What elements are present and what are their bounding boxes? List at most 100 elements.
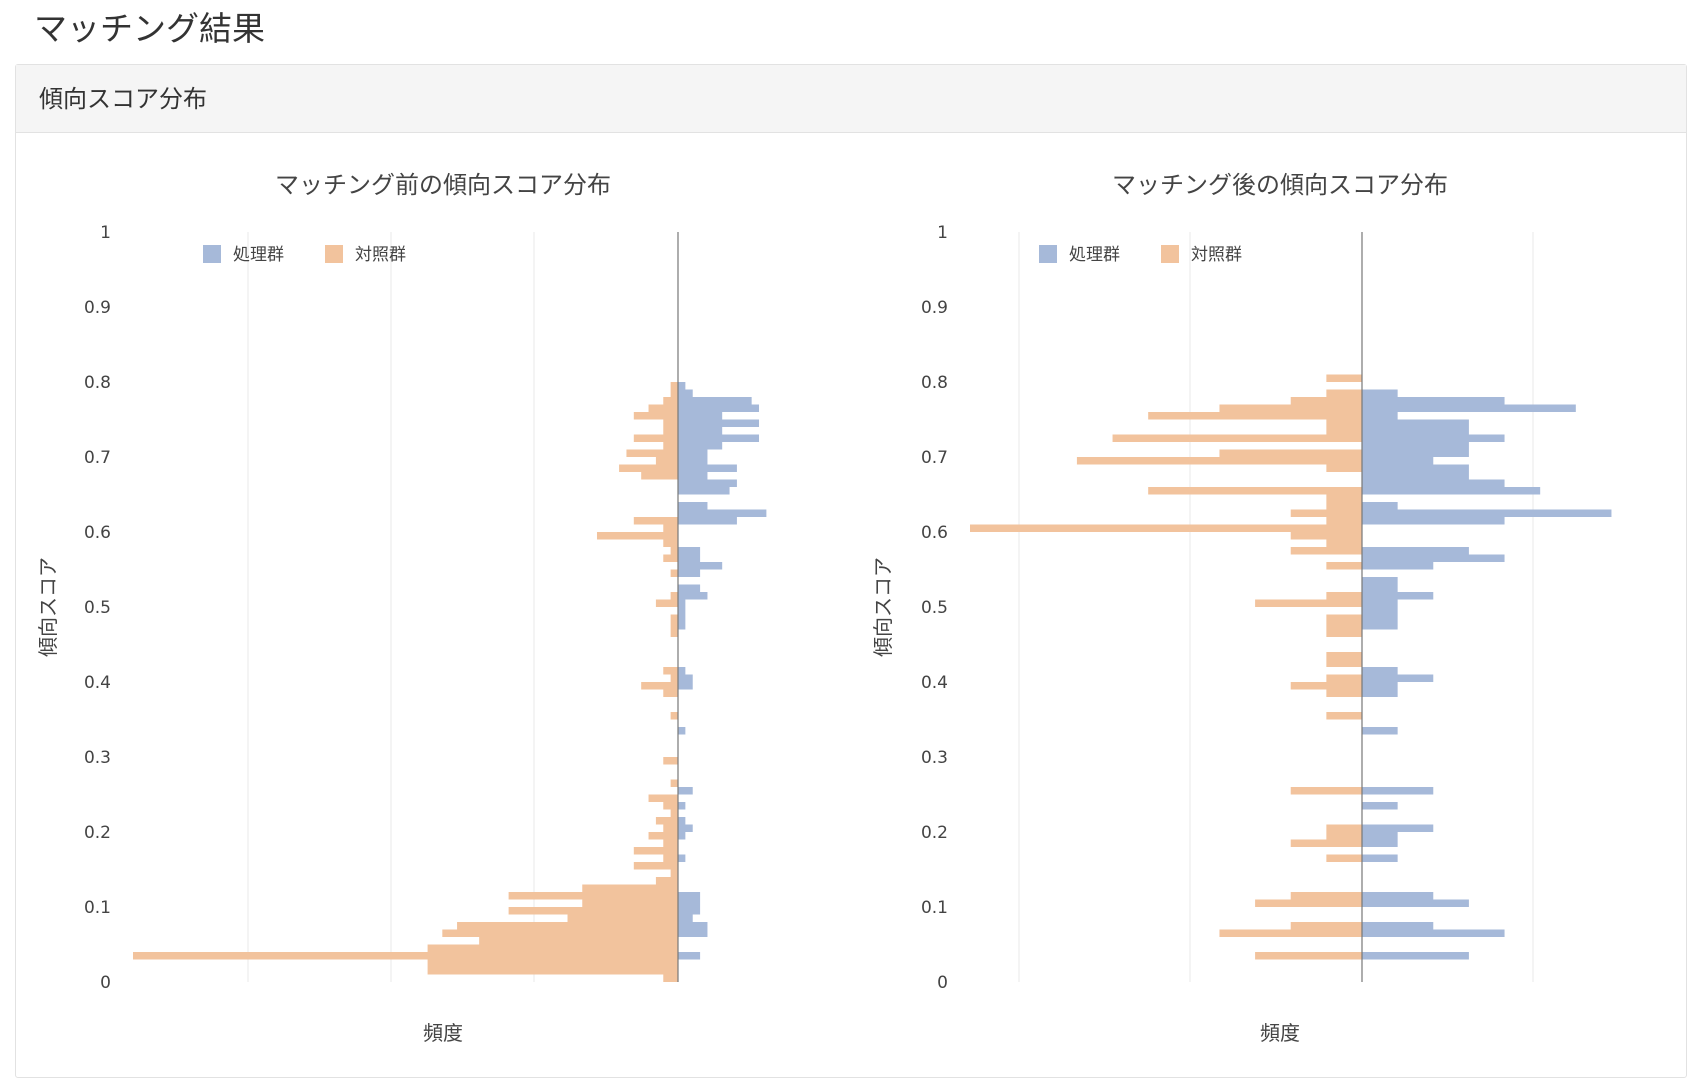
control-bar [1326, 517, 1362, 525]
treated-bar [1362, 607, 1398, 615]
control-bar [663, 839, 678, 847]
treated-bar [678, 607, 686, 615]
control-bar [663, 419, 678, 427]
control-bar [670, 547, 678, 555]
control-bar [633, 517, 678, 525]
control-bar [1326, 427, 1362, 435]
control-bar [663, 824, 678, 832]
control-bar [1219, 404, 1362, 412]
control-bar [641, 472, 678, 480]
y-tick-label: 0.8 [921, 373, 948, 393]
treated-bar [678, 622, 686, 630]
treated-bar [678, 727, 686, 735]
control-bar [1290, 547, 1362, 555]
treated-bar [678, 892, 701, 900]
control-bar [1326, 629, 1362, 637]
treated-bar [678, 554, 701, 562]
treated-bar [678, 899, 701, 907]
control-bar [670, 614, 678, 622]
treated-bar [678, 569, 701, 577]
treated-bar [1362, 502, 1398, 510]
control-bar [1148, 487, 1362, 495]
control-bar [479, 937, 678, 945]
treated-bar [1362, 517, 1505, 525]
treated-bar [1362, 547, 1469, 555]
y-tick-label: 0.7 [84, 448, 111, 468]
treated-bar [678, 824, 693, 832]
legend-label: 対照群 [1191, 245, 1242, 265]
y-tick-label: 1 [100, 223, 111, 243]
control-bar [427, 959, 678, 967]
legend-label: 処理群 [233, 245, 284, 265]
treated-bar [678, 802, 686, 810]
control-bar [1326, 832, 1362, 840]
treated-bar [678, 509, 767, 517]
control-bar [670, 382, 678, 390]
control-bar [663, 397, 678, 405]
y-tick-label: 0.4 [921, 673, 948, 693]
treated-bar [1362, 397, 1505, 405]
control-bar [670, 869, 678, 877]
legend-swatch-treated [203, 245, 221, 263]
control-bar [427, 944, 678, 952]
treated-bar [1362, 824, 1434, 832]
treated-bar [1362, 577, 1398, 585]
treated-bar [1362, 832, 1398, 840]
control-bar [663, 689, 678, 697]
treated-bar [1362, 614, 1398, 622]
treated-bar [1362, 427, 1469, 435]
chart-1: 0 0.1 0.2 0.3 0.4 0.5 0.6 0.7 0.8 0.9 1 マッチング前の傾向スコ… [36, 171, 767, 1045]
control-bar [1326, 502, 1362, 510]
control-bar [1112, 434, 1362, 442]
control-bar [633, 434, 678, 442]
panel-header: 傾向スコア分布 [16, 65, 1686, 133]
treated-bar [678, 682, 693, 690]
y-tick-label: 0.7 [921, 448, 948, 468]
treated-bar [1362, 419, 1469, 427]
control-bar [1326, 659, 1362, 667]
treated-bar [1362, 554, 1505, 562]
y-tick-label: 0.1 [921, 898, 948, 918]
treated-bar [678, 464, 737, 472]
y-tick-label: 0 [100, 973, 111, 993]
control-bar [663, 427, 678, 435]
control-bar [663, 524, 678, 532]
control-bar [1255, 952, 1362, 960]
control-bar [1326, 622, 1362, 630]
y-tick-label: 0.9 [921, 298, 948, 318]
control-bar [1255, 599, 1362, 607]
y-tick-label: 0 [937, 973, 948, 993]
treated-bar [678, 592, 708, 600]
treated-bar [1362, 854, 1398, 862]
treated-bar [1362, 584, 1398, 592]
control-bar [1326, 592, 1362, 600]
control-bar [442, 929, 678, 937]
control-bar [663, 854, 678, 862]
y-tick-label: 0.6 [84, 523, 111, 543]
treated-bar [678, 479, 737, 487]
treated-bar [678, 817, 686, 825]
y-tick-label: 0.2 [921, 823, 948, 843]
treated-bar [1362, 599, 1398, 607]
control-bar [596, 532, 678, 540]
control-bar [670, 629, 678, 637]
control-bar [663, 757, 678, 765]
treated-bar [678, 472, 708, 480]
control-bar [1326, 419, 1362, 427]
treated-bar [678, 487, 730, 495]
treated-bar [678, 584, 701, 592]
control-bar [1326, 464, 1362, 472]
control-bar [427, 967, 678, 975]
control-bar [619, 464, 678, 472]
treated-bar [1362, 922, 1434, 930]
treated-bar [1362, 892, 1434, 900]
chart-2: 0 0.1 0.2 0.3 0.4 0.5 0.6 0.7 0.8 0.9 1 マッチング後の傾向スコ… [871, 171, 1612, 1045]
control-bar [457, 922, 678, 930]
treated-bar [1362, 509, 1612, 517]
control-bar [1326, 562, 1362, 570]
legend: 処理群 対照群 [203, 245, 406, 267]
legend-swatch-control [325, 245, 343, 263]
treated-bar [1362, 727, 1398, 735]
y-tick-label: 0.5 [84, 598, 111, 618]
